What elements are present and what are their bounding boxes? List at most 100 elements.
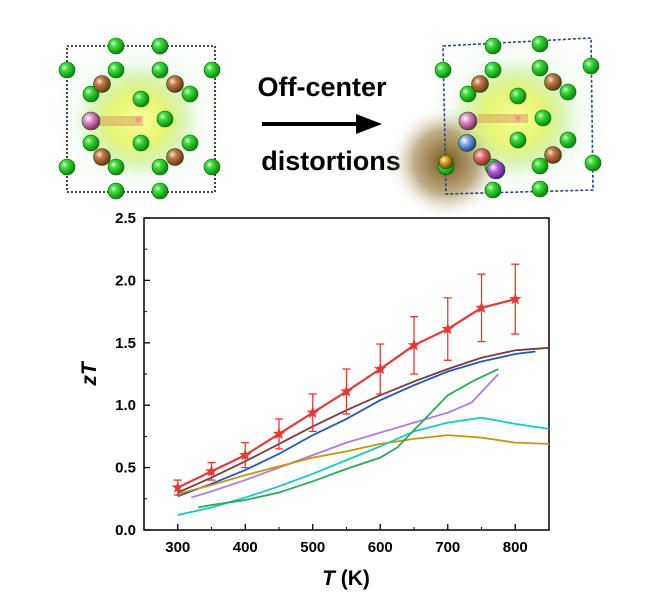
series-purple bbox=[190, 373, 500, 499]
green-atom bbox=[531, 157, 549, 175]
green-atom bbox=[531, 59, 549, 77]
data-point-star bbox=[374, 362, 387, 375]
data-point-star bbox=[475, 301, 488, 314]
zt-chart: 300 400 500 600 700 800 0.0 0.5 1.0 1.5 2.0 2.5 T … bbox=[78, 210, 550, 590]
green-atom bbox=[181, 134, 199, 152]
y-axis-title-z: z bbox=[78, 375, 101, 387]
green-atom bbox=[132, 90, 150, 108]
x-tick-label: 400 bbox=[233, 539, 258, 556]
green-atom bbox=[151, 158, 169, 176]
green-atom bbox=[151, 37, 169, 55]
y-tick-label: 0.5 bbox=[115, 460, 136, 477]
x-tick-label: 600 bbox=[368, 539, 393, 556]
red-atom bbox=[473, 148, 491, 166]
green-atom bbox=[582, 57, 600, 75]
x-axis: 300 400 500 600 700 800 bbox=[143, 524, 528, 556]
y-axis-title-t: T bbox=[78, 360, 101, 375]
green-atom bbox=[151, 61, 169, 79]
series-layer bbox=[171, 263, 550, 516]
series-line-purple bbox=[190, 373, 500, 499]
data-point-star bbox=[239, 448, 252, 461]
green-atom bbox=[559, 131, 577, 149]
pink-atom bbox=[458, 111, 478, 131]
green-atom bbox=[484, 61, 502, 79]
x-tick-label: 700 bbox=[435, 539, 460, 556]
series-gold bbox=[177, 434, 550, 495]
data-point-star bbox=[407, 338, 421, 351]
series-blue bbox=[177, 350, 536, 498]
y-tick-label: 1.5 bbox=[115, 335, 136, 352]
series-line-blue bbox=[177, 350, 536, 498]
gold-atom bbox=[438, 154, 454, 170]
green-atom bbox=[82, 134, 100, 152]
data-point-star bbox=[171, 481, 184, 493]
purple-atom bbox=[486, 160, 506, 180]
data-point-star bbox=[340, 384, 353, 397]
series-green bbox=[197, 368, 499, 509]
data-point-star bbox=[205, 464, 218, 477]
brown-atom bbox=[166, 148, 184, 166]
green-atom bbox=[107, 182, 125, 200]
green-atom bbox=[107, 37, 125, 55]
y-tick-label: 0.0 bbox=[115, 522, 136, 539]
brown-atom bbox=[544, 146, 562, 164]
pink-atom bbox=[81, 111, 101, 131]
green-atom bbox=[107, 61, 125, 79]
green-atom bbox=[203, 61, 221, 79]
series-brown bbox=[177, 346, 550, 494]
series-line-cyan bbox=[177, 416, 550, 516]
y-axis: 0.0 0.5 1.0 1.5 2.0 2.5 bbox=[115, 210, 150, 539]
data-point-star bbox=[306, 406, 319, 418]
green-atom bbox=[156, 110, 174, 128]
y-axis-title: zT bbox=[78, 360, 101, 387]
data-point-star bbox=[509, 292, 522, 305]
green-atom bbox=[107, 158, 125, 176]
y-tick-label: 2.0 bbox=[115, 272, 136, 289]
x-tick-label: 500 bbox=[300, 539, 325, 556]
brown-atom bbox=[544, 73, 562, 91]
right-distorted-cell bbox=[442, 37, 594, 195]
series-cyan bbox=[177, 416, 550, 516]
x-axis-title-var: T bbox=[322, 567, 337, 590]
caption-line-2: distortions bbox=[261, 146, 401, 176]
brown-atom bbox=[166, 75, 184, 93]
green-atom bbox=[509, 131, 527, 149]
y-tick-label: 1.0 bbox=[115, 397, 136, 414]
green-atom bbox=[151, 182, 169, 200]
brown-atom bbox=[93, 148, 111, 166]
green-atom bbox=[484, 37, 502, 55]
left-displacement-bar bbox=[95, 116, 143, 126]
green-atom bbox=[484, 181, 502, 199]
distorted-structure bbox=[388, 10, 626, 226]
green-atom bbox=[434, 61, 452, 79]
series-line-gold bbox=[177, 434, 550, 495]
series-line-brown bbox=[177, 346, 550, 494]
center-dot bbox=[135, 117, 141, 123]
x-axis-title: T (K) bbox=[322, 567, 370, 590]
x-axis-title-unit: (K) bbox=[335, 567, 370, 590]
right-displacement-bar bbox=[478, 114, 528, 123]
data-point-star bbox=[441, 322, 454, 335]
left-unit-cell bbox=[66, 45, 216, 193]
green-atom bbox=[531, 35, 549, 53]
caption-line-1: Off-center bbox=[257, 72, 387, 102]
green-atom bbox=[559, 83, 577, 101]
y-tick-label: 2.5 bbox=[115, 210, 136, 227]
green-atom bbox=[584, 154, 602, 172]
undistorted-structure bbox=[35, 13, 245, 223]
green-atom bbox=[58, 158, 76, 176]
green-atom bbox=[534, 109, 552, 127]
green-atom bbox=[459, 85, 477, 103]
brown-atom bbox=[93, 75, 111, 93]
green-atom bbox=[58, 61, 76, 79]
data-point-star bbox=[272, 427, 286, 440]
x-tick-label: 300 bbox=[165, 539, 190, 556]
x-tick-label: 800 bbox=[503, 539, 528, 556]
series-line-green bbox=[197, 368, 499, 509]
series-red-starred bbox=[171, 263, 522, 496]
arrow bbox=[262, 114, 382, 134]
green-atom bbox=[509, 87, 527, 105]
brown-atom bbox=[471, 75, 489, 93]
green-atom bbox=[203, 158, 221, 176]
